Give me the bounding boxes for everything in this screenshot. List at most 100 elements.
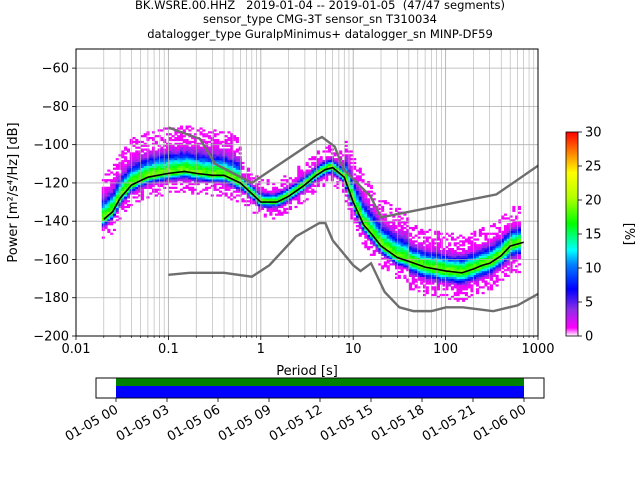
psd-bin — [247, 203, 251, 207]
psd-bin — [470, 290, 474, 293]
psd-bin — [403, 238, 407, 241]
psd-bin — [112, 213, 117, 216]
psd-bin — [177, 156, 181, 159]
psd-bin — [129, 142, 133, 145]
psd-bin — [308, 177, 312, 180]
psd-bin — [121, 200, 125, 203]
psd-bin — [138, 184, 142, 188]
psd-bin — [364, 207, 368, 211]
psd-bin — [417, 255, 421, 258]
psd-bin — [219, 182, 223, 186]
psd-bin — [185, 154, 189, 157]
psd-bin — [473, 261, 477, 264]
psd-bin — [322, 165, 326, 168]
psd-bin — [182, 148, 186, 151]
psd-bin — [266, 207, 270, 211]
psd-bin — [252, 211, 256, 214]
psd-bin — [395, 247, 399, 251]
psd-bin — [196, 167, 200, 170]
psd-bin — [135, 177, 139, 180]
psd-bin — [386, 253, 390, 256]
psd-bin — [434, 267, 438, 270]
psd-bin — [344, 200, 348, 203]
psd-bin — [408, 265, 413, 268]
psd-bin — [344, 167, 348, 170]
psd-bin — [188, 125, 192, 128]
psd-bin — [517, 228, 522, 232]
psd-bin — [353, 182, 357, 186]
psd-bin — [353, 221, 357, 224]
psd-bin — [168, 137, 172, 140]
psd-bin — [431, 261, 435, 264]
psd-bin — [140, 150, 144, 153]
psd-bin — [476, 253, 480, 256]
psd-bin — [512, 253, 516, 256]
psd-bin — [129, 203, 133, 207]
psd-bin — [288, 182, 292, 186]
psd-bin — [378, 219, 382, 222]
psd-bin — [434, 286, 438, 289]
psd-bin — [503, 251, 508, 255]
psd-bin — [400, 255, 404, 258]
psd-bin — [358, 226, 362, 230]
psd-bin — [450, 263, 454, 266]
psd-bin — [333, 165, 337, 168]
psd-bin — [383, 263, 387, 266]
psd-bin — [414, 274, 418, 277]
psd-bin — [168, 142, 172, 145]
psd-bin — [464, 297, 468, 300]
psd-bin — [230, 173, 234, 176]
coverage-tick-label: 01-05 00 — [63, 402, 121, 444]
psd-bin — [140, 163, 144, 167]
psd-bin — [152, 142, 156, 145]
psd-bin — [476, 274, 480, 277]
psd-bin — [481, 261, 485, 264]
psd-bin — [193, 182, 198, 186]
psd-bin — [512, 261, 516, 264]
psd-bin — [274, 202, 279, 205]
psd-bin — [434, 247, 438, 251]
psd-bin — [484, 270, 488, 274]
psd-bin — [364, 221, 368, 224]
psd-bin — [101, 213, 105, 216]
psd-bin — [476, 265, 480, 268]
psd-bin — [154, 152, 158, 155]
psd-bin — [152, 184, 156, 188]
psd-bin — [517, 234, 522, 237]
psd-bin — [353, 217, 357, 220]
psd-bin — [152, 167, 156, 170]
psd-bin — [152, 188, 156, 191]
psd-bin — [112, 194, 117, 197]
psd-bin — [381, 257, 385, 260]
psd-bin — [400, 232, 404, 235]
psd-bin — [110, 213, 114, 216]
psd-bin — [205, 133, 209, 136]
psd-bin — [249, 184, 253, 188]
psd-bin — [230, 175, 234, 178]
psd-bin — [445, 261, 449, 264]
psd-bin — [406, 246, 410, 249]
psd-bin — [422, 274, 427, 277]
psd-bin — [135, 186, 139, 189]
psd-bin — [199, 163, 203, 167]
psd-bin — [280, 188, 284, 191]
psd-bin — [436, 234, 441, 237]
psd-bin — [269, 213, 273, 216]
psd-bin — [445, 270, 449, 274]
psd-bin — [272, 192, 276, 195]
psd-bin — [445, 286, 449, 289]
psd-bin — [126, 171, 130, 174]
psd-bin — [101, 219, 105, 222]
psd-bin — [456, 269, 460, 272]
psd-bin — [484, 232, 488, 235]
psd-bin — [369, 219, 373, 222]
psd-bin — [124, 148, 128, 151]
psd-bin — [448, 257, 452, 260]
psd-bin — [221, 148, 225, 151]
psd-bin — [166, 175, 170, 178]
psd-bin — [241, 175, 245, 178]
psd-bin — [124, 194, 128, 197]
psd-bin — [411, 246, 415, 249]
psd-bin — [506, 230, 510, 233]
psd-bin — [503, 242, 508, 245]
